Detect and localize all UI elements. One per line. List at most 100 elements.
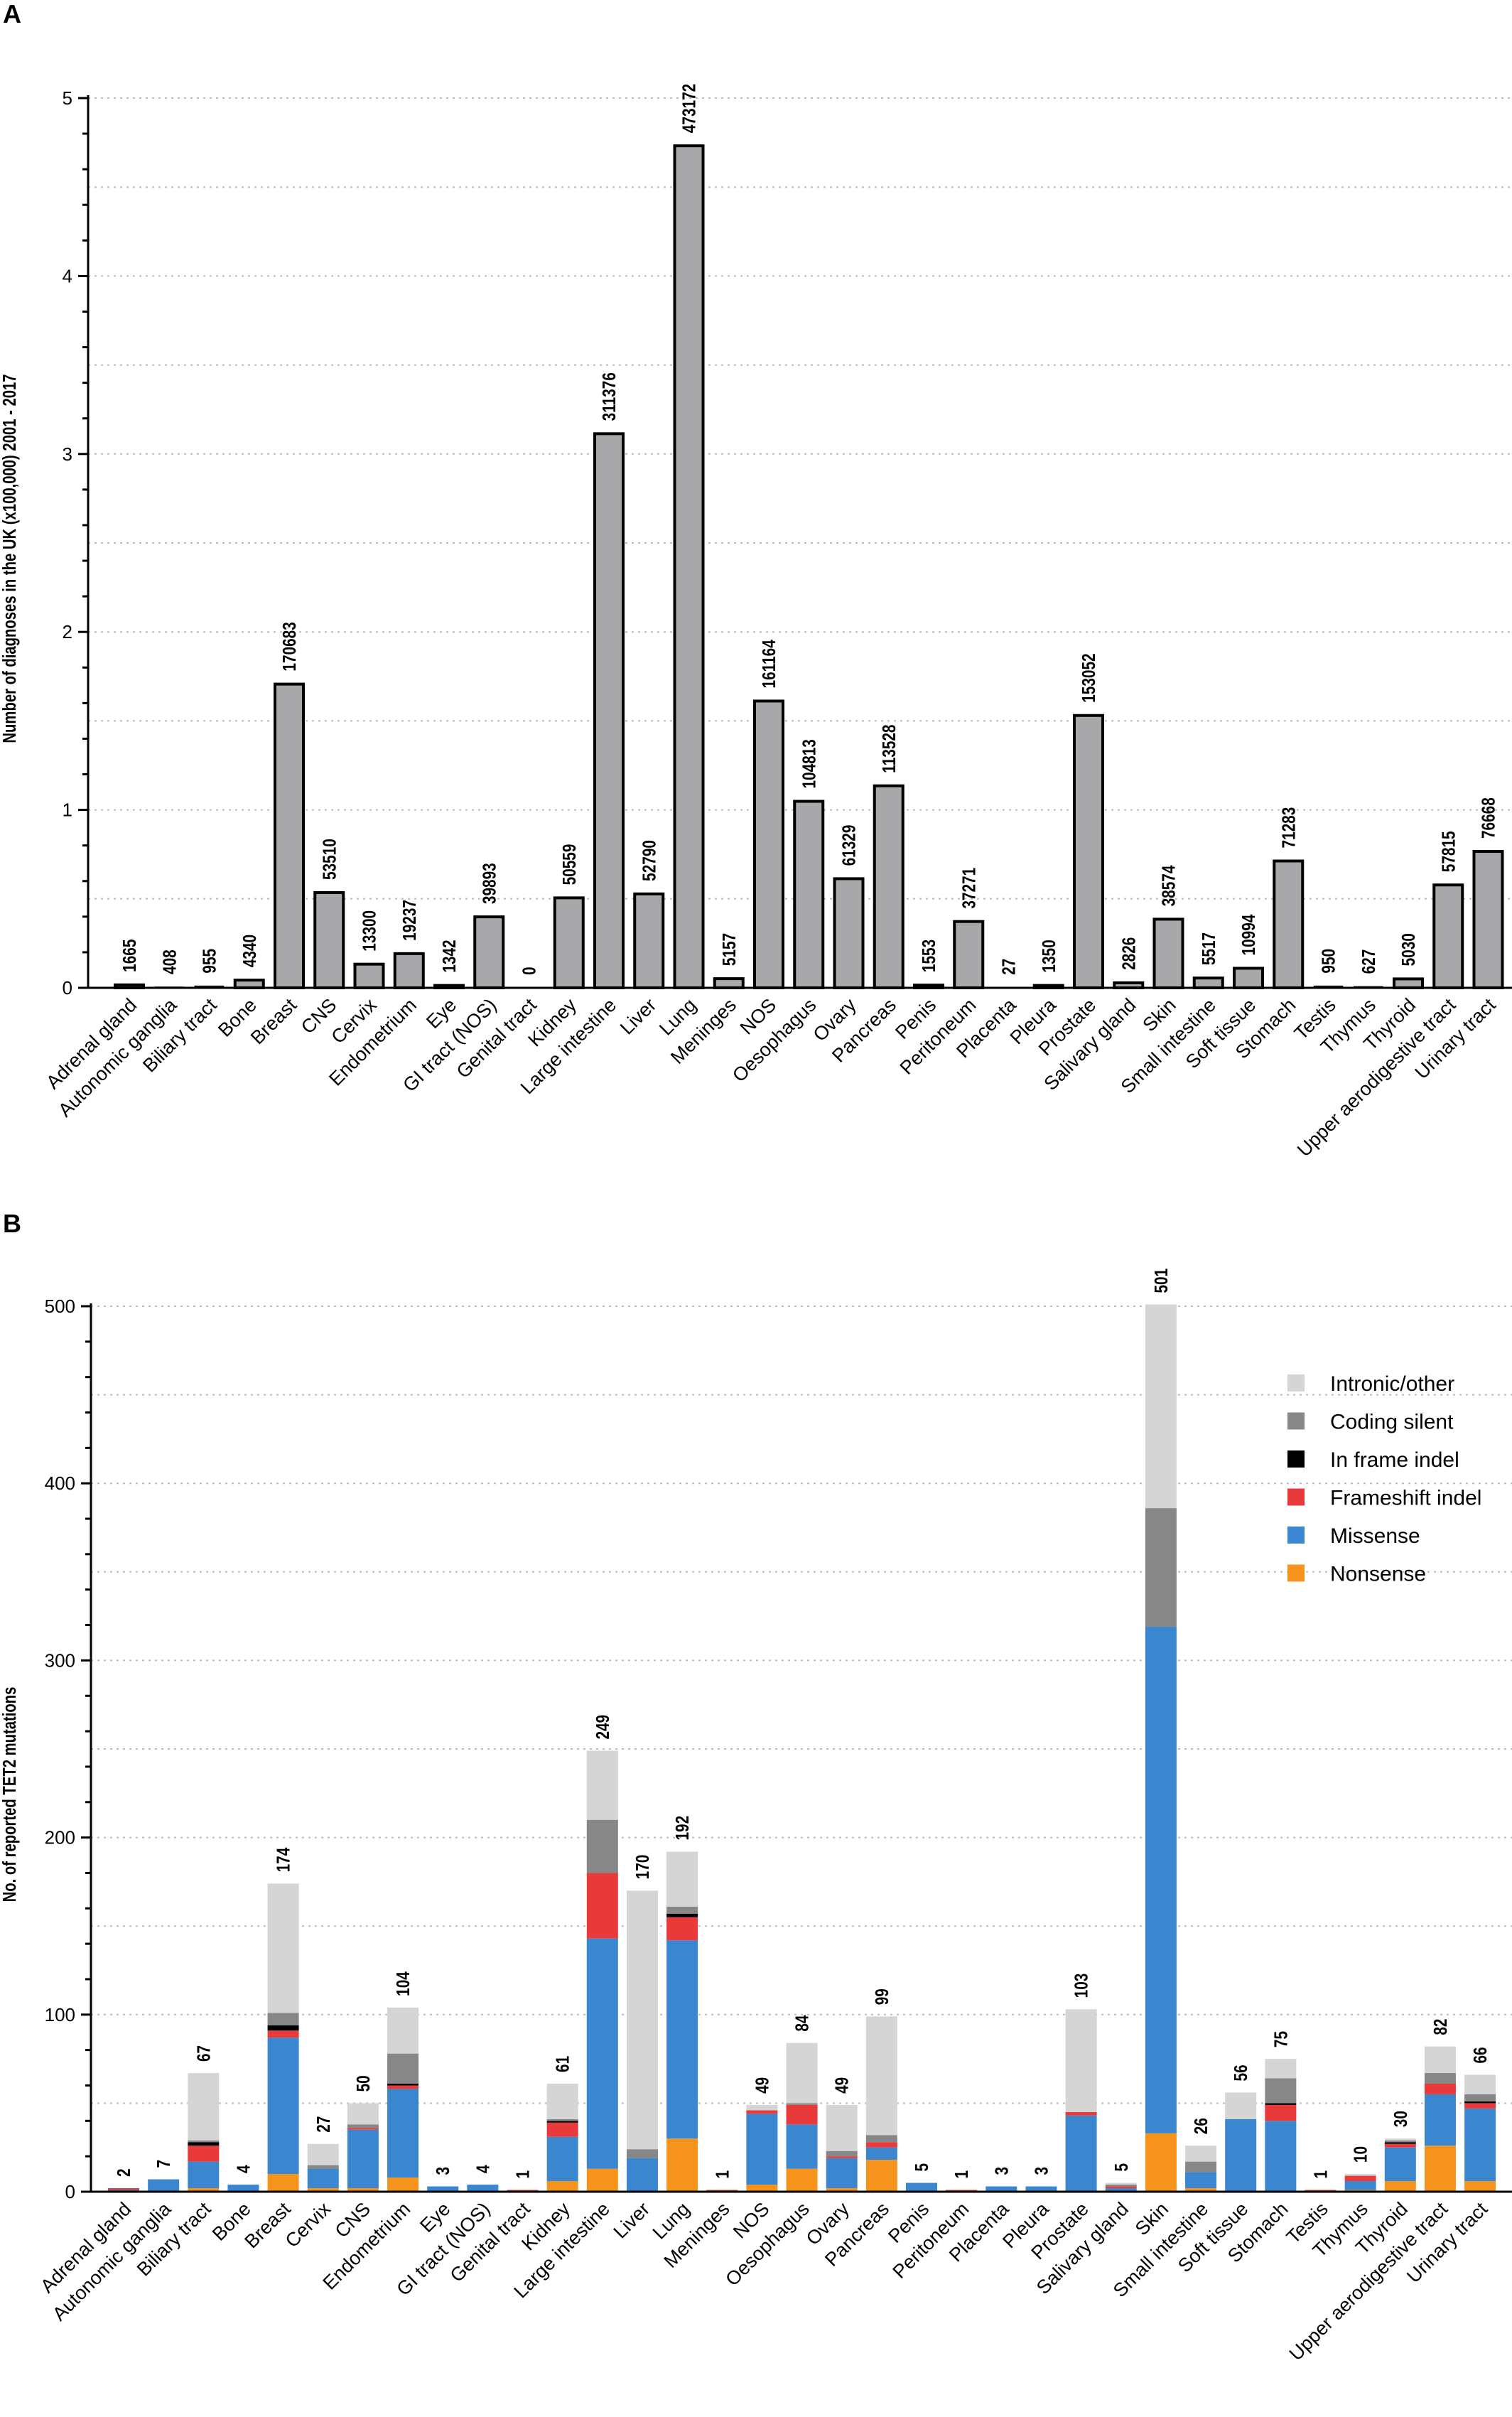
total-label-autonomic-ganglia: 7: [153, 2160, 174, 2168]
data-label-cervix: 13300: [359, 910, 379, 952]
segment-missense-upper-aerodigestive-tract: [1424, 2094, 1456, 2146]
segment-in-frame-indel-biliary-tract: [188, 2142, 220, 2146]
legend-swatch-frameshift-indel: [1287, 1488, 1305, 1506]
segment-nonsense-breast: [267, 2174, 299, 2192]
segment-in-frame-indel-endometrium: [387, 2083, 419, 2086]
segment-missense-oesophagus: [786, 2124, 818, 2169]
segment-coding-silent-lung: [666, 1906, 698, 1914]
data-label-small-intestine: 5517: [1199, 932, 1219, 965]
segment-coding-silent-skin: [1145, 1508, 1177, 1627]
segment-frameshift-indel-stomach: [1265, 2104, 1297, 2121]
segment-frameshift-indel-nos: [746, 2110, 778, 2114]
segment-missense-kidney: [546, 2136, 578, 2182]
segment-nonsense-cns: [347, 2188, 379, 2192]
segment-in-frame-indel-urinary-tract: [1464, 2101, 1496, 2104]
data-label-nos: 161164: [759, 640, 779, 688]
bar-large-intestine: [593, 432, 625, 989]
legend-label-missense: Missense: [1330, 1524, 1420, 1548]
data-label-ovary: 61329: [838, 825, 859, 866]
segment-frameshift-indel-thymus: [1344, 2175, 1376, 2182]
segment-frameshift-indel-lung: [666, 1917, 698, 1941]
total-label-stomach: 75: [1270, 2031, 1291, 2047]
segment-missense-biliary-tract: [188, 2161, 220, 2189]
segment-frameshift-indel-urinary-tract: [1464, 2103, 1496, 2109]
segment-missense-breast: [267, 2038, 299, 2175]
segment-coding-silent-urinary-tract: [1464, 2094, 1496, 2101]
data-label-genital-tract: 0: [519, 967, 539, 975]
segment-intronic-other-cervix: [307, 2143, 339, 2165]
legend-label-coding-silent: Coding silent: [1330, 1411, 1454, 1434]
total-label-large-intestine: 249: [593, 1715, 613, 1740]
total-label-nos: 49: [752, 2077, 772, 2094]
segment-frameshift-indel-thyroid: [1384, 2143, 1416, 2148]
total-label-testis: 1: [1310, 2170, 1331, 2179]
total-label-breast: 174: [273, 1848, 293, 1873]
legend-label-in-frame-indel: In frame indel: [1330, 1448, 1459, 1472]
segment-intronic-other-small-intestine: [1185, 2146, 1217, 2162]
segment-nonsense-oesophagus: [786, 2168, 818, 2192]
data-label-thymus: 627: [1359, 949, 1379, 974]
segment-nonsense-thyroid: [1384, 2181, 1416, 2192]
segment-missense-stomach: [1265, 2121, 1297, 2192]
segment-intronic-other-skin: [1145, 1304, 1177, 1509]
segment-frameshift-indel-large-intestine: [586, 1873, 618, 1939]
total-label-peritoneum: 1: [951, 2170, 972, 2179]
segment-frameshift-indel-breast: [267, 2030, 299, 2038]
bar-ovary: [833, 877, 865, 989]
segment-nonsense-large-intestine: [586, 2168, 618, 2192]
bar-prostate: [1073, 714, 1104, 990]
segment-in-frame-indel-kidney: [546, 2121, 578, 2123]
legend-swatch-missense: [1287, 1527, 1305, 1544]
segment-missense-pleura: [1025, 2186, 1057, 2192]
segment-frameshift-indel-cns: [347, 2128, 379, 2130]
data-label-cns: 53510: [319, 839, 340, 880]
total-label-urinary-tract: 66: [1470, 2047, 1491, 2063]
data-label-meninges: 5157: [719, 933, 740, 966]
segment-missense-eye: [427, 2186, 459, 2192]
total-label-lung: 192: [672, 1816, 693, 1841]
segment-nonsense-small-intestine: [1185, 2188, 1217, 2192]
segment-in-frame-indel-lung: [666, 1913, 698, 1917]
segment-nonsense-nos: [746, 2185, 778, 2192]
segment-intronic-other-kidney: [546, 2083, 578, 2119]
segment-nonsense-lung: [666, 2138, 698, 2192]
segment-missense-pancreas: [865, 2147, 897, 2160]
total-label-endometrium: 104: [393, 1971, 414, 1996]
data-label-skin: 38574: [1158, 866, 1179, 907]
data-label-oesophagus: 104813: [799, 739, 819, 788]
segment-intronic-other-large-intestine: [586, 1750, 618, 1820]
bar-urinary-tract: [1472, 850, 1504, 989]
segment-intronic-other-biliary-tract: [188, 2073, 220, 2141]
bar-meninges: [713, 977, 745, 990]
data-label-upper-aerodigestive-tract: 57815: [1438, 831, 1459, 872]
bar-bone: [233, 979, 265, 990]
panel-label-b: B: [3, 1209, 21, 1238]
data-label-peritoneum: 37271: [958, 868, 979, 909]
segment-missense-cns: [347, 2129, 379, 2189]
x-tick-label-breast: Breast: [247, 994, 301, 1049]
total-label-adrenal-gland: 2: [114, 2168, 134, 2177]
total-label-placenta: 3: [991, 2167, 1012, 2175]
segment-missense-nos: [746, 2114, 778, 2185]
bar-thyroid: [1393, 977, 1424, 990]
data-label-large-intestine: 311376: [599, 372, 620, 421]
data-label-stomach: 71283: [1278, 807, 1299, 849]
segment-missense-salivary-gland: [1105, 2188, 1137, 2192]
segment-intronic-other-oesophagus: [786, 2042, 818, 2104]
segment-missense-liver: [626, 2158, 658, 2192]
total-label-penis: 5: [912, 2163, 932, 2172]
y-tick-label: 4: [63, 265, 72, 286]
y-tick-label: 2: [63, 621, 72, 642]
data-label-prostate: 153052: [1079, 653, 1099, 702]
segment-missense-small-intestine: [1185, 2172, 1217, 2189]
segment-coding-silent-cns: [347, 2124, 379, 2128]
total-label-cervix: 27: [313, 2116, 334, 2133]
bar-stomach: [1273, 859, 1305, 989]
total-label-skin: 501: [1151, 1269, 1172, 1293]
segment-frameshift-indel-adrenal-gland: [108, 2188, 139, 2190]
segment-coding-silent-liver: [626, 2149, 658, 2158]
y-tick-label: 5: [63, 87, 72, 109]
data-label-eye: 1342: [439, 940, 460, 972]
total-label-soft-tissue: 56: [1231, 2065, 1251, 2081]
